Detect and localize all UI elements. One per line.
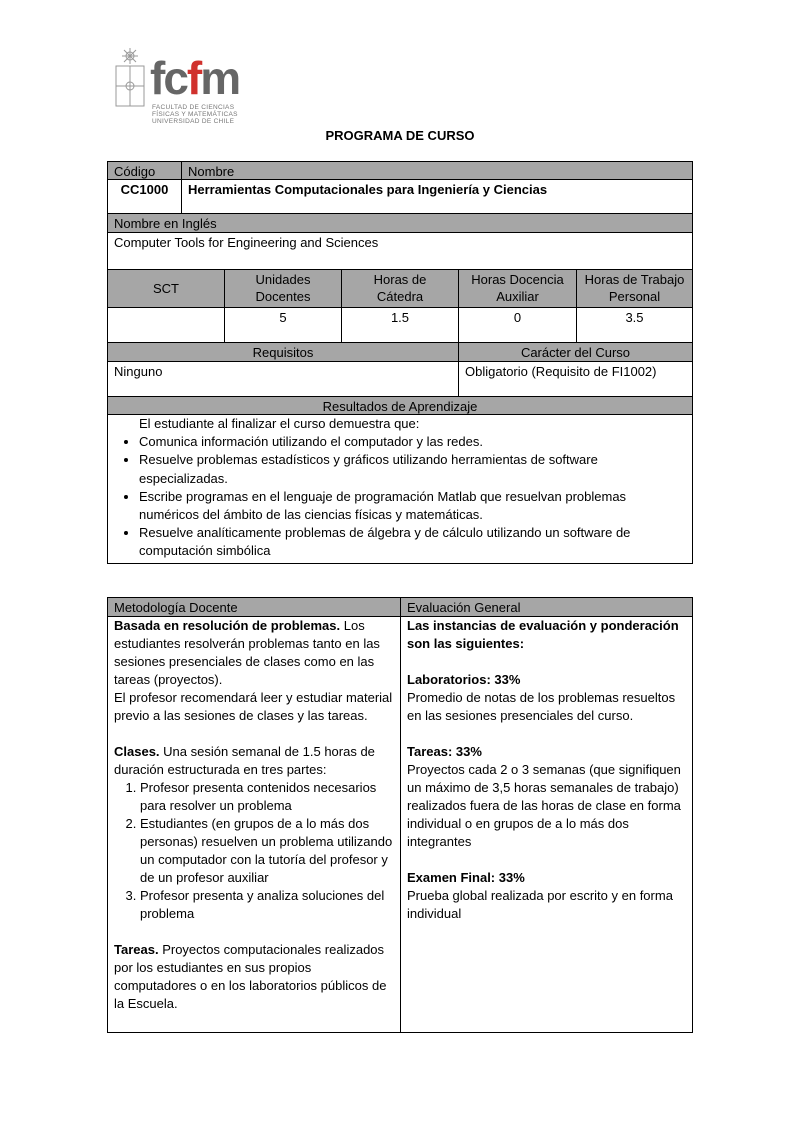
code-label: Código bbox=[107, 161, 182, 180]
evaluation-item-text: Promedio de notas de los problemas resue… bbox=[407, 690, 676, 723]
hours-value-aux: 0 bbox=[458, 307, 577, 343]
outcome-item: Comunica información utilizando el compu… bbox=[139, 433, 652, 451]
english-name-label: Nombre en Inglés bbox=[107, 213, 693, 233]
evaluation-label: Evaluación General bbox=[400, 597, 693, 617]
course-code: CC1000 bbox=[107, 179, 182, 214]
university-seal-icon bbox=[115, 48, 145, 107]
hours-header-personal: Horas de Trabajo Personal bbox=[576, 269, 693, 308]
class-step: Profesor presenta y analiza soluciones d… bbox=[140, 887, 394, 923]
evaluation-item-text: Prueba global realizada por escrito y en… bbox=[407, 888, 673, 921]
requirements-label: Requisitos bbox=[107, 342, 459, 362]
hours-header-lecture: Horas de Cátedra bbox=[341, 269, 459, 308]
outcome-item: Escribe programas en el lenguaje de prog… bbox=[139, 488, 652, 524]
methodology-content: Basada en resolución de problemas. Los e… bbox=[107, 616, 401, 1033]
methodology-label: Metodología Docente bbox=[107, 597, 401, 617]
hours-value-sct bbox=[107, 307, 225, 343]
character-value: Obligatorio (Requisito de FI1002) bbox=[458, 361, 693, 397]
evaluation-content: Las instancias de evaluación y ponderaci… bbox=[400, 616, 693, 1033]
methodology-p1-bold: Basada en resolución de problemas. bbox=[114, 618, 341, 633]
methodology-p1: Los estudiantes resolverán problemas tan… bbox=[114, 618, 380, 687]
outcomes-content: El estudiante al finalizar el curso demu… bbox=[107, 414, 693, 564]
character-label: Carácter del Curso bbox=[458, 342, 693, 362]
evaluation-item-title: Laboratorios: 33% bbox=[407, 672, 521, 687]
hours-value-units: 5 bbox=[224, 307, 342, 343]
classes-bold: Clases. bbox=[114, 744, 160, 759]
hours-value-personal: 3.5 bbox=[576, 307, 693, 343]
english-name: Computer Tools for Engineering and Scien… bbox=[107, 232, 693, 270]
logo-caption: FACULTAD DE CIENCIAS FÍSICAS Y MATEMÁTICA… bbox=[152, 104, 238, 125]
requirements-value: Ninguno bbox=[107, 361, 459, 397]
hours-header-units: Unidades Docentes bbox=[224, 269, 342, 308]
evaluation-item-title: Examen Final: 33% bbox=[407, 870, 525, 885]
name-label: Nombre bbox=[181, 161, 693, 180]
evaluation-item-title: Tareas: 33% bbox=[407, 744, 482, 759]
evaluation-item-text: Proyectos cada 2 o 3 semanas (que signif… bbox=[407, 762, 681, 849]
course-name: Herramientas Computacionales para Ingeni… bbox=[181, 179, 693, 214]
class-step: Estudiantes (en grupos de a lo más dos p… bbox=[140, 815, 394, 887]
classes-text: Una sesión semanal de 1.5 horas de durac… bbox=[114, 744, 375, 777]
tasks-text: Proyectos computacionales realizados por… bbox=[114, 942, 387, 1011]
hours-header-aux: Horas Docencia Auxiliar bbox=[458, 269, 577, 308]
outcome-item: Resuelve analíticamente problemas de álg… bbox=[139, 524, 652, 560]
logo-brand: fcfm bbox=[150, 52, 241, 104]
hours-header-sct: SCT bbox=[107, 269, 225, 308]
page-title: PROGRAMA DE CURSO bbox=[325, 128, 475, 143]
hours-value-lecture: 1.5 bbox=[341, 307, 459, 343]
fcfm-logo: fcfm FACULTAD DE CIENCIAS FÍSICAS Y MATEM… bbox=[112, 46, 252, 126]
outcomes-label: Resultados de Aprendizaje bbox=[107, 396, 693, 415]
class-step: Profesor presenta contenidos necesarios … bbox=[140, 779, 394, 815]
methodology-p2: El profesor recomendará leer y estudiar … bbox=[114, 690, 393, 723]
evaluation-intro: Las instancias de evaluación y ponderaci… bbox=[407, 618, 679, 651]
tasks-bold: Tareas. bbox=[114, 942, 159, 957]
outcomes-intro: El estudiante al finalizar el curso demu… bbox=[139, 416, 420, 431]
outcome-item: Resuelve problemas estadísticos y gráfic… bbox=[139, 451, 652, 487]
